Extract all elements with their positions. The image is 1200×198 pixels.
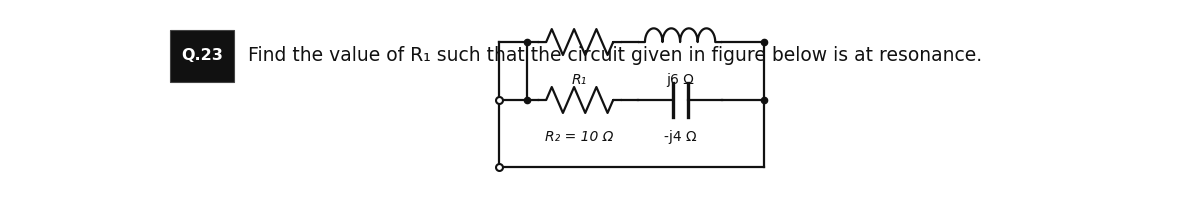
Text: j6 Ω: j6 Ω — [666, 72, 694, 87]
Text: Q.23: Q.23 — [181, 48, 223, 63]
Text: R₂ = 10 Ω: R₂ = 10 Ω — [546, 130, 614, 145]
Text: Find the value of R₁ such that the circuit given in figure below is at resonance: Find the value of R₁ such that the circu… — [247, 46, 982, 65]
Text: -j4 Ω: -j4 Ω — [664, 130, 696, 145]
Text: R₁: R₁ — [572, 72, 587, 87]
FancyBboxPatch shape — [170, 30, 234, 82]
